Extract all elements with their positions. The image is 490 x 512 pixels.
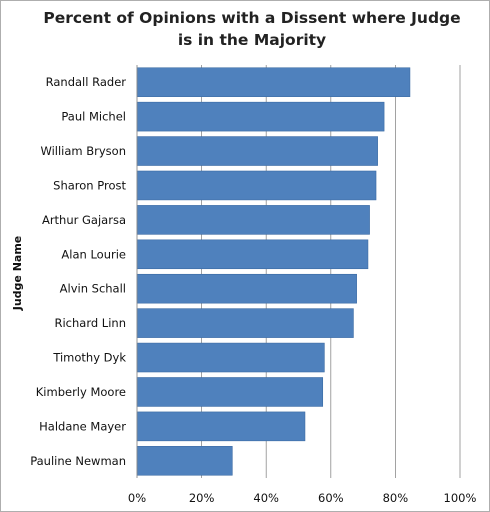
- category-label: Paul Michel: [61, 110, 126, 124]
- bar: [136, 273, 357, 304]
- bar: [136, 67, 411, 97]
- bar: [136, 205, 370, 235]
- bar: [136, 239, 369, 270]
- category-label: Alvin Schall: [60, 282, 126, 296]
- bar: [136, 170, 377, 201]
- category-label: Pauline Newman: [30, 454, 126, 468]
- bar: [136, 446, 233, 476]
- y-axis-label: Judge Name: [11, 236, 24, 312]
- gridlines: [201, 65, 461, 478]
- category-label: Alan Lourie: [61, 247, 126, 261]
- category-label: Haldane Mayer: [39, 419, 126, 433]
- category-label: Richard Linn: [54, 316, 126, 330]
- category-label: Sharon Prost: [53, 178, 126, 192]
- bar: [136, 308, 354, 338]
- chart-title-line-1: Percent of Opinions with a Dissent where…: [43, 9, 460, 27]
- x-tick-label: 80%: [383, 491, 409, 505]
- x-tick-label: 60%: [318, 491, 344, 505]
- x-tick-labels: 0% 20% 40% 60% 80% 100%: [128, 491, 477, 505]
- category-labels: Randall Rader Paul Michel William Bryson Sh…: [30, 75, 126, 468]
- x-tick-label: 100%: [444, 491, 477, 505]
- x-tick-label: 40%: [253, 491, 279, 505]
- chart-title-line-2: is in the Majority: [178, 31, 326, 49]
- bar: [136, 377, 324, 407]
- bar: [136, 342, 325, 373]
- bar: [136, 136, 378, 166]
- bar: [136, 101, 385, 132]
- bar: [136, 411, 306, 442]
- category-label: Randall Rader: [46, 75, 127, 89]
- category-label: Kimberly Moore: [36, 385, 126, 399]
- x-tick-label: 0%: [128, 491, 146, 505]
- bars: [136, 67, 411, 476]
- category-label: William Bryson: [40, 144, 126, 158]
- category-label: Timothy Dyk: [52, 351, 126, 365]
- category-label: Arthur Gajarsa: [42, 213, 126, 227]
- x-tick-label: 20%: [189, 491, 215, 505]
